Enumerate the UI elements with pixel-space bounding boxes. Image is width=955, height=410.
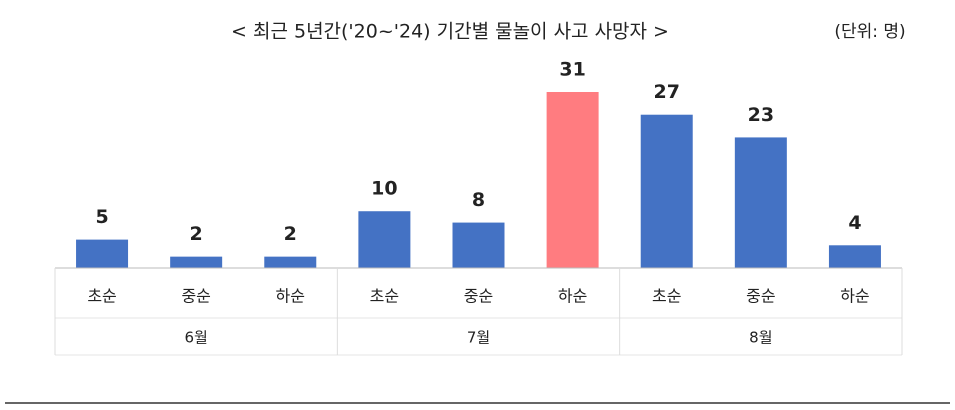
value-label: 4: [848, 212, 861, 234]
value-label: 10: [371, 178, 397, 200]
bar: [358, 211, 411, 268]
bar: [76, 239, 129, 268]
group-label: 7월: [467, 329, 490, 347]
bar: [640, 114, 693, 268]
category-label: 초순: [652, 287, 681, 306]
unit-label: (단위: 명): [834, 22, 905, 42]
bar: [170, 256, 223, 268]
value-label: 5: [95, 206, 108, 228]
category-label: 중순: [181, 287, 210, 306]
group-label: 8월: [749, 329, 772, 347]
bar: [546, 92, 599, 268]
value-label: 27: [653, 81, 679, 103]
category-label: 초순: [370, 287, 399, 306]
bar: [264, 256, 317, 268]
bar: [734, 137, 787, 268]
bar: [452, 222, 505, 268]
value-label: 8: [472, 189, 485, 211]
value-label: 23: [748, 104, 774, 126]
chart-title: < 최근 5년간('20~'24) 기간별 물놀이 사고 사망자 >: [231, 21, 669, 43]
category-label: 하순: [276, 287, 305, 306]
value-label: 31: [559, 59, 585, 81]
category-label: 중순: [464, 287, 493, 306]
category-label: 중순: [746, 287, 775, 306]
bar: [828, 245, 881, 268]
category-label: 하순: [558, 287, 587, 306]
value-label: 2: [190, 223, 203, 245]
category-label: 하순: [840, 287, 869, 306]
group-label: 6월: [184, 329, 207, 347]
value-label: 2: [284, 223, 297, 245]
category-label: 초순: [87, 287, 116, 306]
